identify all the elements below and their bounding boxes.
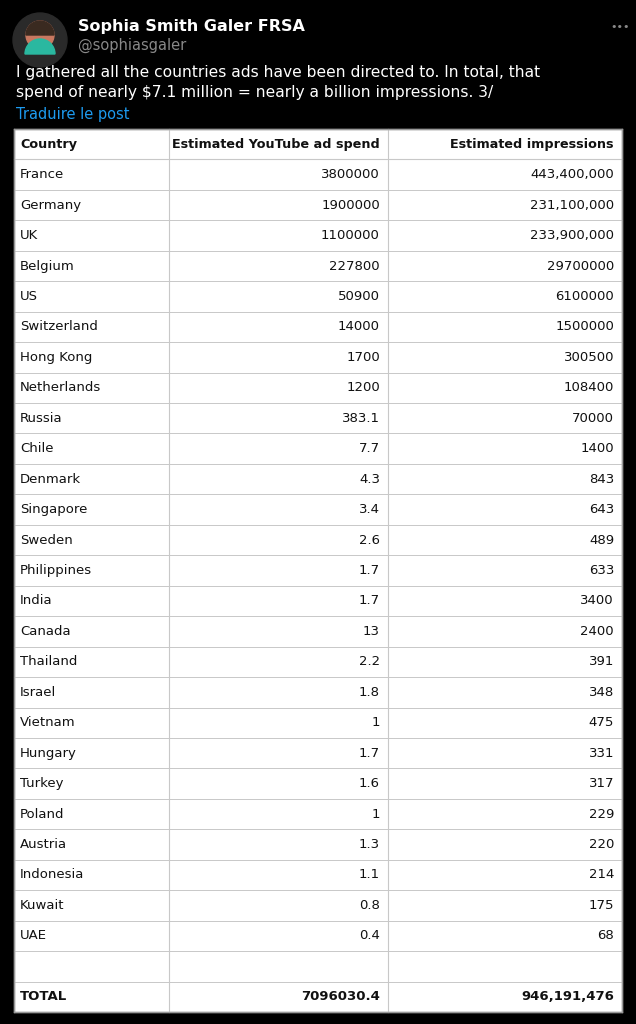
Text: Estimated YouTube ad spend: Estimated YouTube ad spend — [172, 137, 380, 151]
Wedge shape — [25, 39, 55, 54]
Text: 13: 13 — [363, 625, 380, 638]
Text: Traduire le post: Traduire le post — [16, 106, 130, 122]
Text: 50900: 50900 — [338, 290, 380, 303]
Text: UK: UK — [20, 229, 38, 242]
Text: 1.7: 1.7 — [359, 564, 380, 577]
Text: 3800000: 3800000 — [321, 168, 380, 181]
Text: 300500: 300500 — [563, 351, 614, 364]
Text: 2.6: 2.6 — [359, 534, 380, 547]
Text: 1900000: 1900000 — [321, 199, 380, 212]
Text: 391: 391 — [589, 655, 614, 669]
Text: Belgium: Belgium — [20, 259, 75, 272]
Text: 643: 643 — [589, 503, 614, 516]
Text: Sweden: Sweden — [20, 534, 73, 547]
Text: 3.4: 3.4 — [359, 503, 380, 516]
Text: 1700: 1700 — [346, 351, 380, 364]
Text: 2400: 2400 — [581, 625, 614, 638]
Text: Turkey: Turkey — [20, 777, 64, 791]
Text: Israel: Israel — [20, 686, 56, 698]
Text: 475: 475 — [589, 716, 614, 729]
Text: Indonesia: Indonesia — [20, 868, 85, 882]
Text: @sophiasgaler: @sophiasgaler — [78, 38, 186, 52]
Text: 29700000: 29700000 — [547, 259, 614, 272]
Text: 348: 348 — [589, 686, 614, 698]
Text: spend of nearly $7.1 million = nearly a billion impressions. 3/: spend of nearly $7.1 million = nearly a … — [16, 85, 494, 100]
Text: •••: ••• — [611, 22, 630, 32]
Text: Estimated impressions: Estimated impressions — [450, 137, 614, 151]
Text: US: US — [20, 290, 38, 303]
Text: Canada: Canada — [20, 625, 71, 638]
Text: Germany: Germany — [20, 199, 81, 212]
Text: 175: 175 — [588, 899, 614, 912]
Text: 108400: 108400 — [563, 381, 614, 394]
Text: 231,100,000: 231,100,000 — [530, 199, 614, 212]
Text: Russia: Russia — [20, 412, 62, 425]
Text: 1: 1 — [371, 716, 380, 729]
Text: Sophia Smith Galer FRSA: Sophia Smith Galer FRSA — [78, 19, 305, 35]
Text: 331: 331 — [588, 746, 614, 760]
Text: Thailand: Thailand — [20, 655, 78, 669]
Text: 7.7: 7.7 — [359, 442, 380, 456]
Text: 233,900,000: 233,900,000 — [530, 229, 614, 242]
Wedge shape — [26, 22, 54, 35]
Text: Kuwait: Kuwait — [20, 899, 64, 912]
Circle shape — [13, 13, 67, 67]
Text: 1.1: 1.1 — [359, 868, 380, 882]
Text: 0.4: 0.4 — [359, 930, 380, 942]
Text: Country: Country — [20, 137, 77, 151]
Text: Philippines: Philippines — [20, 564, 92, 577]
Text: 1200: 1200 — [346, 381, 380, 394]
Text: 1.7: 1.7 — [359, 595, 380, 607]
Text: 1100000: 1100000 — [321, 229, 380, 242]
Text: 4.3: 4.3 — [359, 473, 380, 485]
Text: 443,400,000: 443,400,000 — [530, 168, 614, 181]
Text: Austria: Austria — [20, 838, 67, 851]
Text: Netherlands: Netherlands — [20, 381, 101, 394]
Text: Poland: Poland — [20, 808, 64, 820]
Text: 70000: 70000 — [572, 412, 614, 425]
Text: UAE: UAE — [20, 930, 47, 942]
Text: Switzerland: Switzerland — [20, 321, 98, 334]
Text: France: France — [20, 168, 64, 181]
Text: Chile: Chile — [20, 442, 53, 456]
Bar — [14, 129, 622, 1012]
Text: Hungary: Hungary — [20, 746, 77, 760]
Text: 227800: 227800 — [329, 259, 380, 272]
Text: Singapore: Singapore — [20, 503, 87, 516]
Text: 843: 843 — [589, 473, 614, 485]
Text: 1500000: 1500000 — [555, 321, 614, 334]
Text: 68: 68 — [597, 930, 614, 942]
Text: 1400: 1400 — [581, 442, 614, 456]
Text: 1.8: 1.8 — [359, 686, 380, 698]
Text: Denmark: Denmark — [20, 473, 81, 485]
Text: 14000: 14000 — [338, 321, 380, 334]
Text: 6100000: 6100000 — [555, 290, 614, 303]
Text: 2.2: 2.2 — [359, 655, 380, 669]
Text: 946,191,476: 946,191,476 — [521, 990, 614, 1004]
Text: 7096030.4: 7096030.4 — [301, 990, 380, 1004]
Text: 1.3: 1.3 — [359, 838, 380, 851]
Text: India: India — [20, 595, 53, 607]
Text: 1: 1 — [371, 808, 380, 820]
Text: I gathered all the countries ads have been directed to. In total, that: I gathered all the countries ads have be… — [16, 65, 540, 80]
Text: 214: 214 — [589, 868, 614, 882]
Text: 3400: 3400 — [581, 595, 614, 607]
Text: 1.7: 1.7 — [359, 746, 380, 760]
Text: TOTAL: TOTAL — [20, 990, 67, 1004]
Text: 317: 317 — [588, 777, 614, 791]
Text: 383.1: 383.1 — [342, 412, 380, 425]
Text: 489: 489 — [589, 534, 614, 547]
Text: Vietnam: Vietnam — [20, 716, 76, 729]
Circle shape — [26, 22, 54, 49]
Text: 229: 229 — [589, 808, 614, 820]
Text: 220: 220 — [589, 838, 614, 851]
Text: Hong Kong: Hong Kong — [20, 351, 92, 364]
Text: 1.6: 1.6 — [359, 777, 380, 791]
Text: 633: 633 — [589, 564, 614, 577]
Text: 0.8: 0.8 — [359, 899, 380, 912]
